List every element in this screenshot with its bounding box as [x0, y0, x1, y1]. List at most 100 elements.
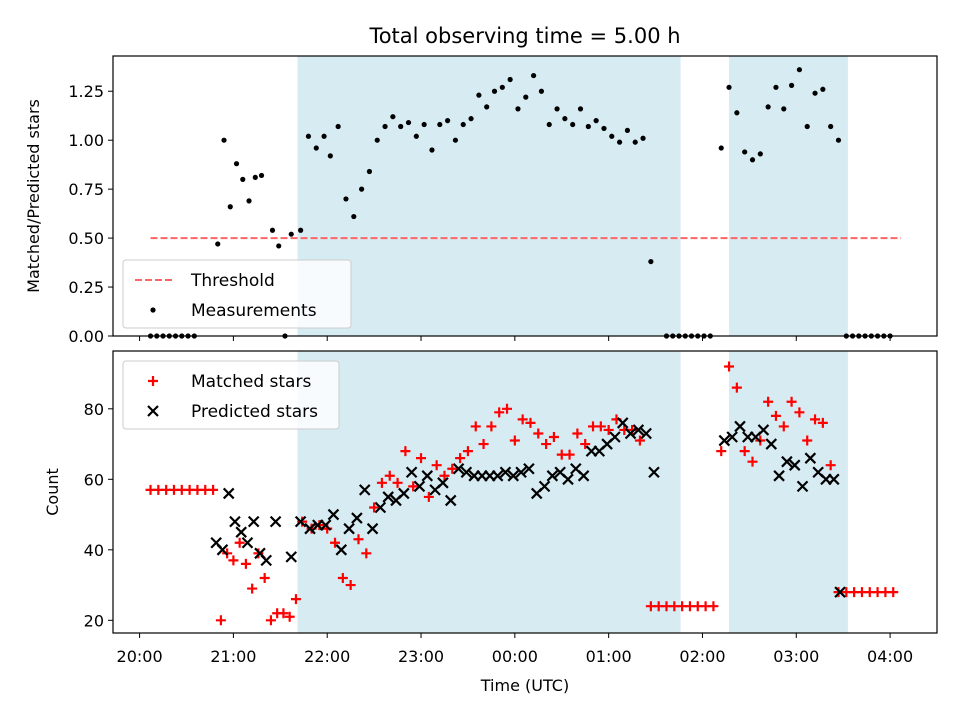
data-point — [718, 434, 731, 447]
data-point — [297, 516, 308, 527]
data-point — [810, 414, 821, 425]
data-point — [802, 435, 813, 446]
data-point — [595, 421, 606, 432]
data-point — [834, 586, 846, 598]
data-point — [632, 424, 645, 436]
data-point — [304, 522, 316, 535]
data-point — [421, 470, 434, 482]
data-point — [530, 72, 537, 79]
data-point — [609, 133, 615, 139]
legend-label: Threshold — [190, 271, 275, 291]
data-point — [234, 537, 245, 548]
shaded-interval — [729, 56, 848, 336]
y-tick-label: 0.75 — [68, 180, 104, 199]
data-point — [757, 424, 770, 436]
data-point — [240, 558, 251, 569]
data-point — [405, 466, 418, 479]
x-tick-label: 22:00 — [304, 647, 350, 666]
data-point — [361, 548, 372, 559]
data-point — [398, 487, 410, 500]
data-point — [437, 121, 443, 128]
data-point — [468, 116, 474, 122]
data-point — [366, 522, 379, 535]
data-point — [796, 67, 803, 73]
data-point — [517, 414, 528, 425]
legend-box — [122, 360, 340, 430]
data-point — [624, 427, 637, 440]
data-point — [765, 438, 778, 450]
data-point — [374, 501, 387, 514]
data-point — [515, 106, 521, 112]
data-point — [259, 573, 270, 584]
legend-entry: Predicted stars — [147, 402, 318, 422]
data-point — [253, 548, 264, 559]
data-point — [285, 551, 298, 563]
y-tick-label: 1.00 — [68, 131, 104, 150]
data-point — [298, 227, 304, 233]
data-point — [455, 453, 466, 464]
data-point — [828, 473, 840, 486]
data-point — [572, 428, 583, 439]
data-point — [345, 580, 356, 591]
data-point — [246, 198, 252, 204]
data-point — [804, 452, 817, 464]
data-point — [358, 484, 371, 496]
data-point — [444, 494, 457, 507]
data-point — [577, 106, 584, 112]
x-tick-label: 21:00 — [210, 647, 256, 666]
data-point — [494, 407, 505, 418]
data-point — [408, 481, 419, 492]
data-point — [228, 555, 239, 566]
data-point — [640, 135, 646, 141]
data-point — [269, 515, 282, 528]
shaded-interval — [729, 351, 848, 633]
data-point — [739, 446, 750, 457]
data-point — [533, 428, 544, 439]
x-axis-label: Time (UTC) — [480, 676, 569, 695]
data-point — [525, 417, 536, 428]
shaded-interval — [297, 56, 681, 336]
data-point — [491, 88, 498, 94]
legend-label: Measurements — [191, 301, 317, 321]
data-point — [734, 420, 746, 433]
legend-label: Predicted stars — [191, 402, 318, 422]
data-point — [580, 439, 591, 450]
data-point — [462, 446, 473, 457]
data-point — [208, 484, 219, 495]
data-point — [788, 459, 801, 471]
data-point — [376, 477, 387, 488]
data-point — [778, 421, 789, 432]
data-point — [726, 84, 732, 90]
data-point — [747, 456, 758, 467]
data-point — [276, 243, 282, 249]
data-point — [820, 86, 826, 92]
data-point — [221, 137, 227, 143]
data-point — [327, 508, 340, 521]
data-point — [269, 227, 276, 233]
data-point — [335, 544, 348, 556]
data-point — [538, 88, 545, 94]
plot-frame — [112, 55, 938, 337]
data-point — [258, 172, 265, 179]
data-point — [538, 480, 551, 493]
data-point — [327, 153, 333, 159]
data-point — [445, 118, 451, 124]
data-point — [235, 526, 247, 538]
x-tick-label: 02:00 — [679, 647, 725, 666]
data-point — [460, 466, 473, 479]
data-point — [452, 462, 465, 475]
data-point — [314, 520, 325, 531]
data-point — [786, 396, 797, 407]
series-matched-stars — [145, 361, 899, 626]
data-point — [835, 137, 842, 143]
data-point — [726, 431, 738, 443]
data-point — [319, 519, 332, 531]
data-point — [484, 104, 490, 110]
data-point — [423, 491, 434, 502]
data-point — [241, 536, 254, 549]
series-predicted-stars — [210, 417, 846, 598]
data-point — [546, 470, 559, 482]
data-point — [227, 204, 233, 210]
legend-label: Matched stars — [191, 372, 311, 392]
data-point — [502, 403, 513, 414]
